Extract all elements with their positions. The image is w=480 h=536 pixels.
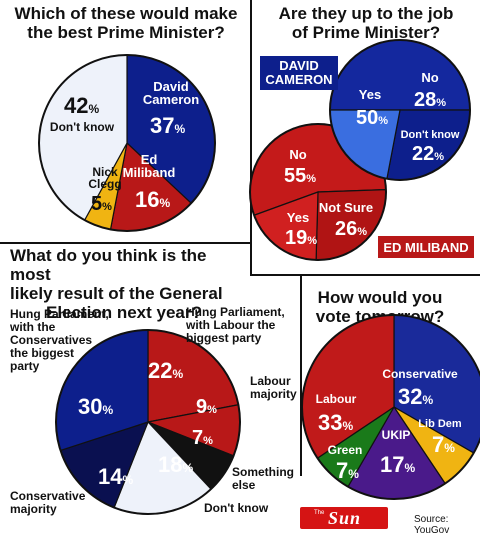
- label-cameron-series-line1: DAVID: [279, 58, 318, 73]
- best-pm-outline: [38, 54, 216, 232]
- job-cameron-slice-yes: [329, 39, 471, 111]
- value-green: 7%: [336, 458, 359, 483]
- label-hung-labour-line1: Hung Parliament,: [186, 305, 285, 319]
- label-hung-conservative-line3: Conservatives: [10, 333, 92, 347]
- label-hung-conservative-line5: party: [10, 359, 40, 373]
- value-cameron-dont-know: 22%: [412, 143, 444, 165]
- value-david-cameron: 37%: [150, 113, 185, 138]
- label-ukip: UKIP: [382, 428, 411, 442]
- label-conservative: Conservative: [382, 367, 458, 381]
- label-conservative-majority-line2: majority: [10, 502, 57, 516]
- value-miliband-yes: 19%: [285, 227, 317, 249]
- election-title-line1: What do you think is the most: [10, 246, 207, 284]
- label-dont-know-election: Don't know: [204, 501, 269, 515]
- label-david-cameron-line1: David: [153, 79, 188, 94]
- label-hung-conservative-line4: the biggest: [10, 346, 74, 360]
- value-hung-labour: 22%: [148, 358, 183, 383]
- best-pm-title-line1: Which of these would make: [14, 4, 238, 23]
- election-title: What do you think is the most likely res…: [10, 246, 250, 322]
- label-green: Green: [328, 443, 363, 457]
- vertical-divider-bottom: [300, 276, 302, 476]
- label-miliband-not-sure: Not Sure: [319, 200, 373, 215]
- label-cameron-series-line2: CAMERON: [265, 72, 332, 87]
- election-outline: [55, 329, 241, 515]
- label-hung-labour-line2: with Labour the: [185, 318, 276, 332]
- election-title-line2: likely result of the General: [10, 284, 223, 303]
- label-hung-conservative-line2: with the: [9, 320, 56, 334]
- label-hung-labour-line3: biggest party: [186, 331, 262, 345]
- label-something-else-line1: Something: [232, 465, 294, 479]
- job-title-line1: Are they up to the job: [278, 4, 454, 23]
- value-miliband-no: 55%: [284, 165, 316, 187]
- value-ukip: 17%: [380, 452, 415, 477]
- value-dont-know: 42%: [64, 93, 99, 118]
- label-nick-clegg-line2: Clegg: [88, 177, 121, 191]
- logo-small-text: The: [314, 510, 325, 516]
- horizontal-divider-top: [0, 242, 250, 244]
- value-something-else: 7%: [192, 427, 213, 449]
- election-title-line3: Election next year?: [46, 303, 202, 322]
- value-nick-clegg: 5%: [91, 193, 112, 215]
- best-pm-title-line2: the best Prime Minister?: [27, 23, 225, 42]
- job-miliband-outline: [249, 123, 387, 261]
- label-nick-clegg-line1: Nick: [92, 165, 118, 179]
- job-title: Are they up to the job of Prime Minister…: [258, 4, 474, 42]
- job-pies: [249, 39, 471, 261]
- label-david-cameron-line2: Cameron: [143, 92, 199, 107]
- label-conservative-majority-line1: Conservative: [10, 489, 86, 503]
- label-cameron-yes: Yes: [359, 87, 381, 102]
- value-labour-majority: 9%: [196, 396, 217, 418]
- value-cameron-no: 28%: [414, 89, 446, 111]
- vertical-divider: [250, 0, 252, 276]
- miliband-name-box: [378, 236, 474, 258]
- label-labour-majority-line2: majority: [250, 387, 297, 401]
- label-hung-conservative-line1: Hung Parliament,: [10, 307, 109, 321]
- logo-text: Sun: [328, 508, 362, 528]
- source-note: Source: YouGov: [414, 514, 450, 536]
- label-lib-dem: Lib Dem: [418, 418, 462, 430]
- job-title-line2: of Prime Minister?: [291, 23, 441, 42]
- vote-pie: [301, 314, 480, 500]
- horizontal-divider-right: [252, 274, 480, 276]
- value-conservative: 32%: [398, 384, 433, 409]
- value-cameron-yes: 50%: [356, 107, 388, 129]
- vote-title-line1: How would you: [317, 288, 443, 307]
- value-conservative-majority: 14%: [98, 464, 133, 489]
- value-ed-miliband: 16%: [135, 187, 170, 212]
- value-lib-dem: 7%: [432, 432, 455, 457]
- best-pm-title: Which of these would make the best Prime…: [10, 4, 242, 42]
- election-pie: [55, 329, 241, 515]
- best-pm-pie: [38, 54, 216, 232]
- value-dont-know-election: 18%: [158, 452, 193, 477]
- label-miliband-series: ED MILIBAND: [383, 240, 468, 255]
- cameron-name-box: [260, 56, 338, 90]
- value-hung-conservative: 30%: [78, 394, 113, 419]
- label-cameron-dont-know: Don't know: [401, 129, 460, 141]
- label-something-else-line2: else: [232, 478, 256, 492]
- label-miliband-yes: Yes: [287, 210, 309, 225]
- label-ed-miliband-line2: Miliband: [123, 165, 176, 180]
- label-labour: Labour: [316, 392, 357, 406]
- sun-logo: The Sun: [300, 507, 388, 529]
- value-miliband-not-sure: 26%: [335, 218, 367, 240]
- label-miliband-no: No: [289, 147, 306, 162]
- vote-outline: [301, 314, 480, 500]
- job-cameron-outline: [329, 39, 471, 181]
- label-labour-majority-line1: Labour: [250, 374, 291, 388]
- value-labour: 33%: [318, 410, 353, 435]
- label-ed-miliband-line1: Ed: [141, 152, 158, 167]
- label-cameron-no: No: [421, 70, 438, 85]
- label-dont-know: Don't know: [50, 120, 115, 134]
